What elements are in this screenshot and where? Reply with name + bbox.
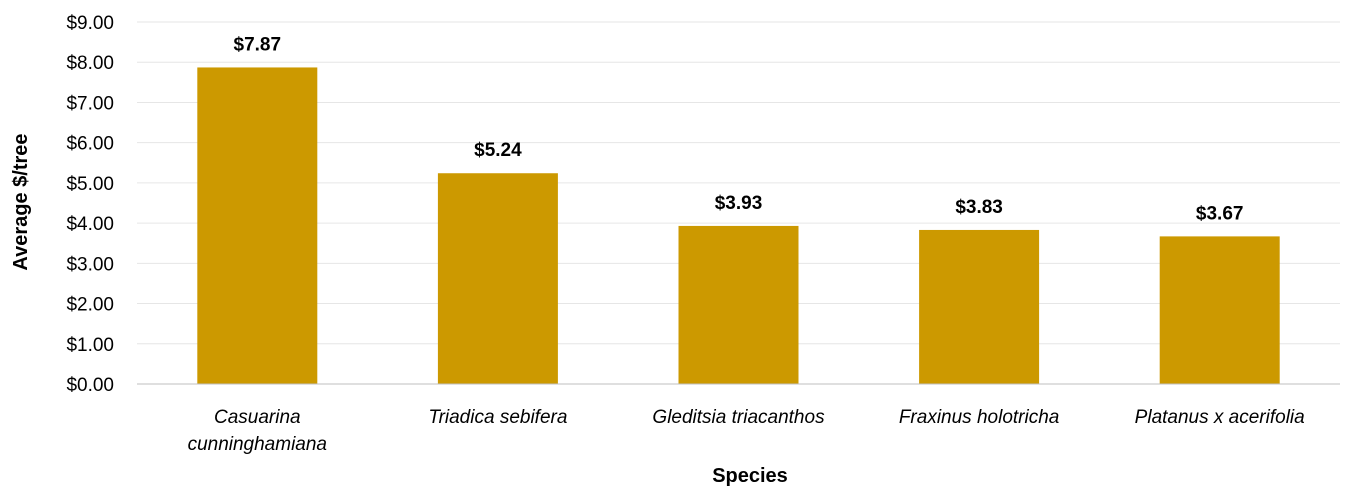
bar [437, 173, 558, 384]
category-label: Casuarina [214, 407, 301, 428]
y-tick-label: $0.00 [66, 375, 114, 396]
y-tick-label: $5.00 [66, 174, 114, 195]
y-tick-label: $4.00 [66, 214, 114, 235]
gridlines [137, 21, 1340, 345]
y-tick-labels: $0.00 $1.00 $2.00 $3.00 $4.00 $5.00 $6.00 $7.00… [66, 13, 114, 396]
data-labels: $7.87 $5.24 $3.93 $3.83 $3.67 [234, 34, 1244, 224]
bar [1159, 236, 1280, 384]
y-tick-label: $2.00 [66, 295, 114, 316]
category-label: cunninghamiana [188, 434, 327, 455]
y-tick-label: $6.00 [66, 134, 114, 155]
y-tick-label: $7.00 [66, 93, 114, 114]
bar [678, 225, 799, 384]
y-tick-label: $8.00 [66, 53, 114, 74]
data-label: $5.24 [474, 140, 522, 161]
category-label: Fraxinus holotricha [899, 407, 1060, 428]
y-axis-title: Average $/tree [10, 133, 32, 270]
category-label: Gleditsia triacanthos [652, 407, 825, 428]
category-label: Triadica sebifera [428, 407, 567, 428]
y-tick-label: $9.00 [66, 13, 114, 34]
y-tick-label: $1.00 [66, 335, 114, 356]
bar [919, 229, 1040, 384]
bar [197, 67, 318, 384]
category-labels: Casuarina cunninghamiana Triadica sebifera… [188, 407, 1305, 455]
x-axis-title: Species [712, 465, 788, 487]
data-label: $3.83 [955, 197, 1003, 218]
category-label: Platanus x acerifolia [1135, 407, 1305, 428]
bars [197, 67, 1280, 384]
data-label: $3.67 [1196, 203, 1244, 224]
y-tick-label: $3.00 [66, 254, 114, 275]
data-label: $3.93 [715, 193, 763, 214]
data-label: $7.87 [234, 34, 282, 55]
